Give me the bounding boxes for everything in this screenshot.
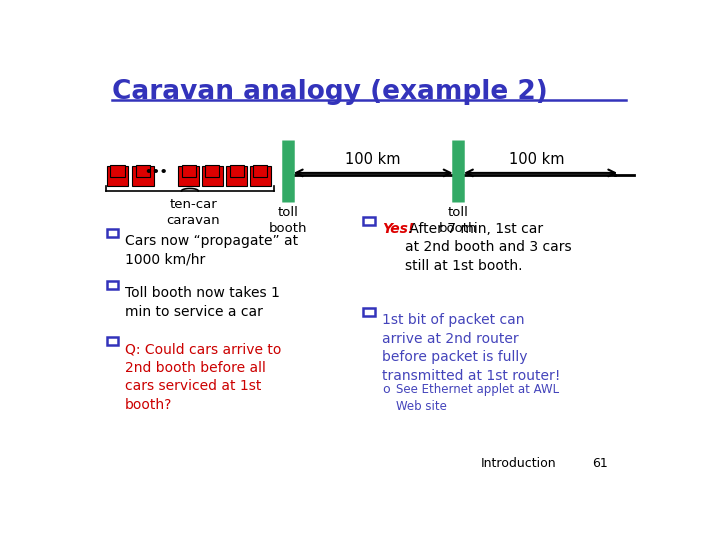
Text: Toll booth now takes 1
min to service a car: Toll booth now takes 1 min to service a … bbox=[125, 286, 280, 319]
FancyBboxPatch shape bbox=[253, 165, 267, 177]
Text: Cars now “propagate” at
1000 km/hr: Cars now “propagate” at 1000 km/hr bbox=[125, 234, 298, 267]
Text: Q: Could cars arrive to
2nd booth before all
cars serviced at 1st
booth?: Q: Could cars arrive to 2nd booth before… bbox=[125, 342, 282, 412]
FancyBboxPatch shape bbox=[205, 165, 220, 177]
Text: toll
booth: toll booth bbox=[269, 206, 307, 235]
FancyBboxPatch shape bbox=[202, 166, 222, 186]
FancyBboxPatch shape bbox=[226, 166, 248, 186]
Text: 100 km: 100 km bbox=[346, 152, 401, 167]
Text: See Ethernet applet at AWL
Web site: See Ethernet applet at AWL Web site bbox=[396, 383, 559, 413]
Text: After 7 min, 1st car
at 2nd booth and 3 cars
still at 1st booth.: After 7 min, 1st car at 2nd booth and 3 … bbox=[405, 222, 572, 273]
FancyBboxPatch shape bbox=[181, 165, 196, 177]
Text: •••: ••• bbox=[144, 166, 168, 179]
FancyBboxPatch shape bbox=[107, 166, 128, 186]
FancyBboxPatch shape bbox=[178, 166, 199, 186]
FancyBboxPatch shape bbox=[136, 165, 150, 177]
Text: o: o bbox=[382, 383, 390, 396]
FancyBboxPatch shape bbox=[132, 166, 153, 186]
FancyBboxPatch shape bbox=[110, 165, 125, 177]
Text: Introduction: Introduction bbox=[481, 457, 557, 470]
Text: 100 km: 100 km bbox=[508, 152, 564, 167]
FancyBboxPatch shape bbox=[250, 166, 271, 186]
FancyBboxPatch shape bbox=[230, 165, 244, 177]
Text: 61: 61 bbox=[593, 457, 608, 470]
Text: 1st bit of packet can
arrive at 2nd router
before packet is fully
transmitted at: 1st bit of packet can arrive at 2nd rout… bbox=[382, 313, 560, 383]
Text: Yes!: Yes! bbox=[382, 222, 414, 236]
Text: Caravan analogy (example 2): Caravan analogy (example 2) bbox=[112, 79, 548, 105]
Text: toll
booth: toll booth bbox=[439, 206, 477, 235]
Text: ten-car
caravan: ten-car caravan bbox=[166, 198, 220, 227]
